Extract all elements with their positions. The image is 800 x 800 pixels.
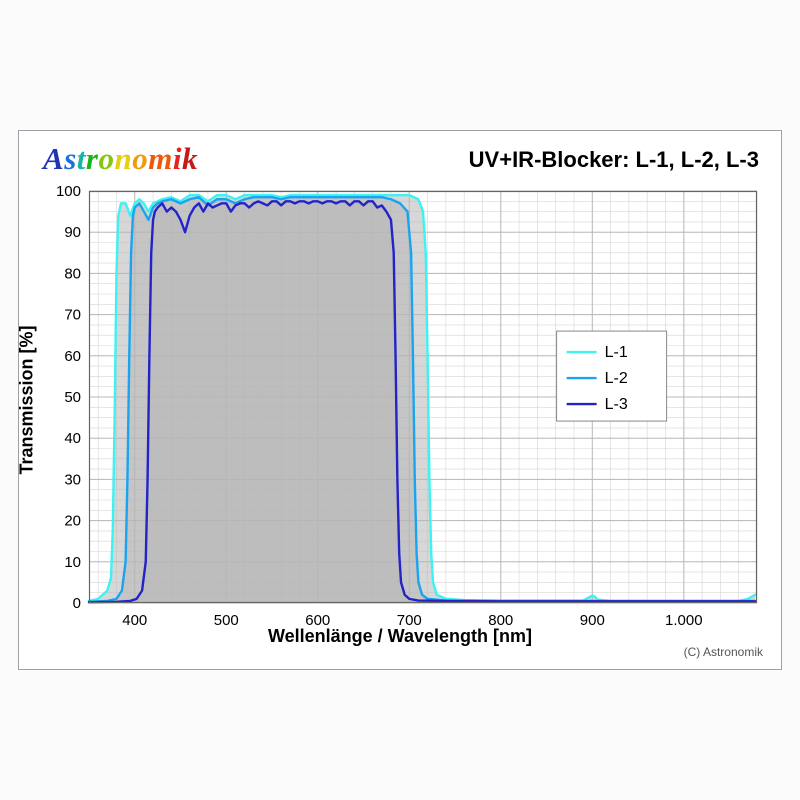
y-axis-label: Transmission [%] [17, 325, 38, 474]
svg-text:L-1: L-1 [605, 344, 628, 361]
x-axis-label: Wellenlänge / Wavelength [nm] [19, 626, 781, 647]
plot-area: 0102030405060708090100400500600700800900… [89, 191, 759, 603]
svg-text:30: 30 [64, 471, 81, 488]
svg-text:70: 70 [64, 307, 81, 324]
transmission-chart: 0102030405060708090100400500600700800900… [89, 191, 757, 645]
svg-text:40: 40 [64, 430, 81, 447]
chart-title: UV+IR-Blocker: L-1, L-2, L-3 [469, 147, 759, 173]
svg-text:50: 50 [64, 389, 81, 406]
image-frame: Astronomik UV+IR-Blocker: L-1, L-2, L-3 … [0, 0, 800, 800]
svg-text:L-3: L-3 [605, 396, 628, 413]
svg-text:80: 80 [64, 265, 81, 282]
svg-text:100: 100 [56, 183, 81, 200]
svg-text:0: 0 [73, 595, 81, 612]
svg-text:60: 60 [64, 348, 81, 365]
svg-text:10: 10 [64, 554, 81, 571]
svg-text:20: 20 [64, 513, 81, 530]
svg-text:L-2: L-2 [605, 370, 628, 387]
svg-text:90: 90 [64, 224, 81, 241]
brand-logo: Astronomik [43, 141, 198, 177]
chart-panel: Astronomik UV+IR-Blocker: L-1, L-2, L-3 … [18, 130, 782, 670]
copyright-text: (C) Astronomik [684, 645, 763, 659]
